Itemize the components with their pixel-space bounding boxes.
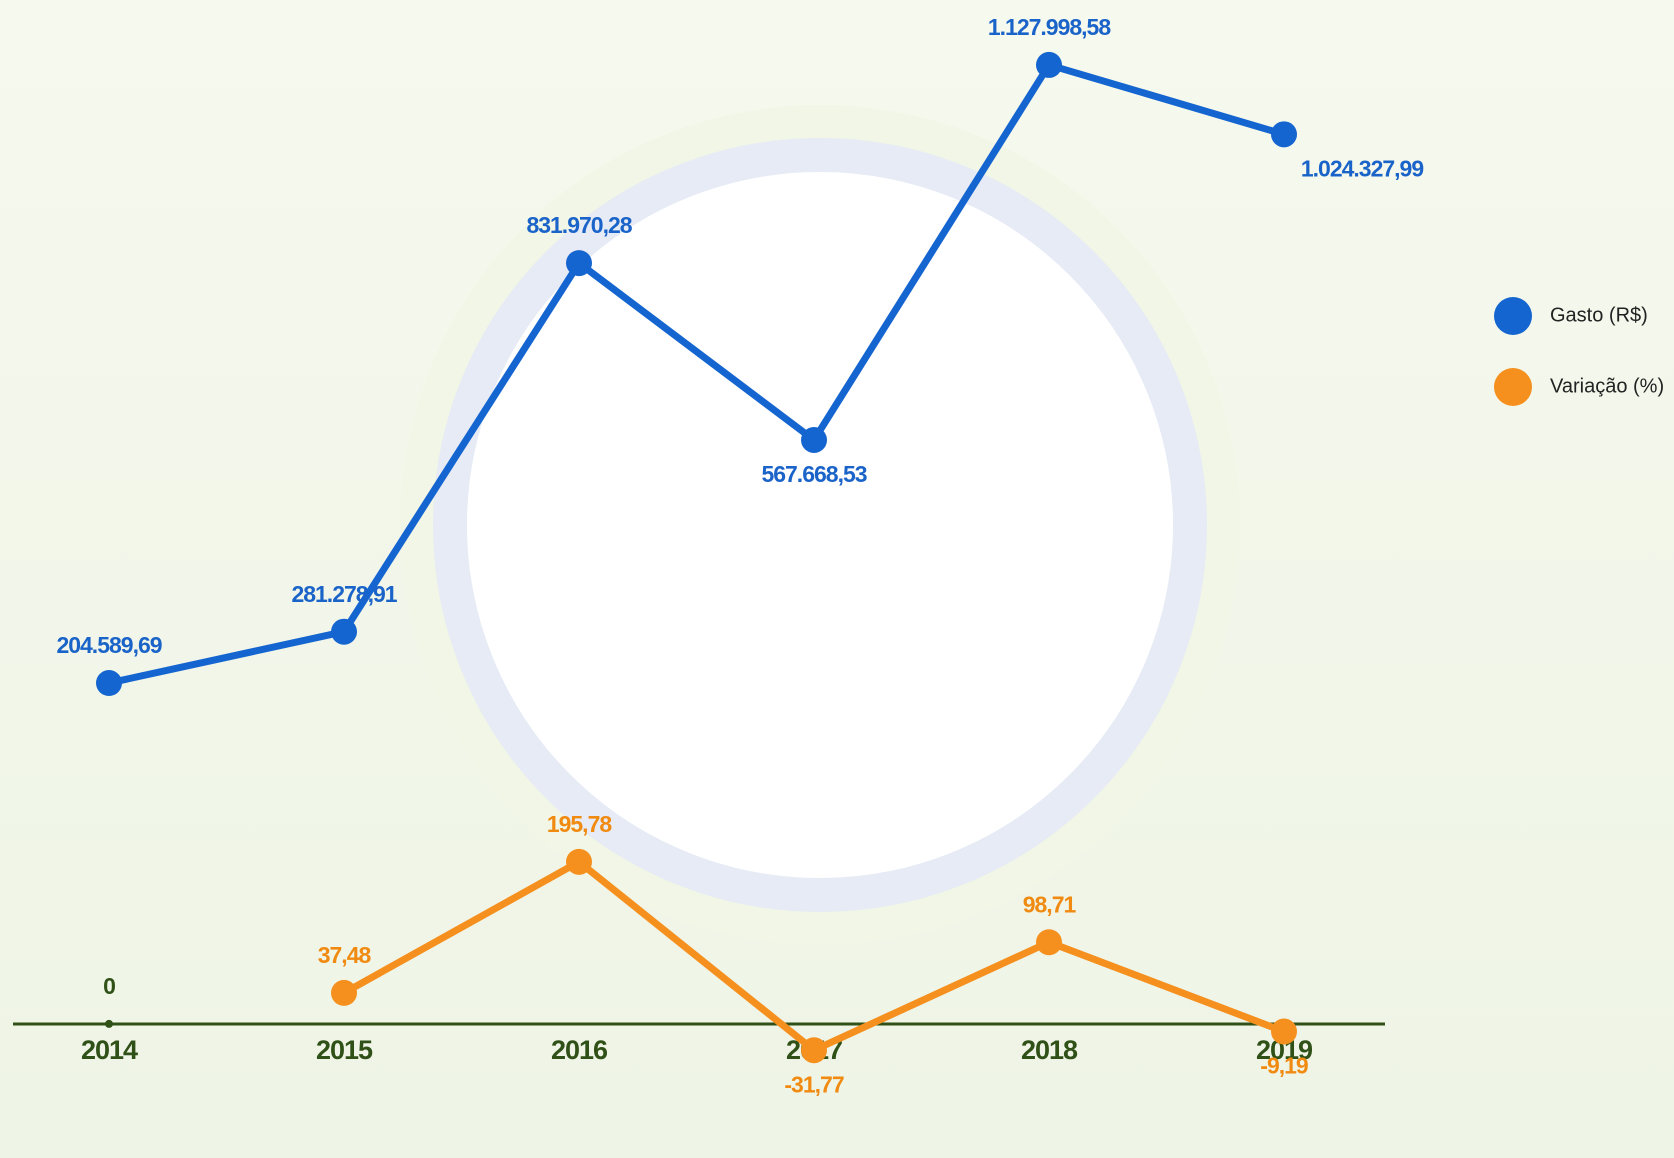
data-label: 98,71 — [1023, 891, 1077, 917]
data-point — [96, 670, 122, 696]
data-point — [566, 849, 592, 875]
x-tick-label: 2014 — [81, 1035, 138, 1065]
legend-marker — [1494, 368, 1532, 406]
data-label: 195,78 — [547, 811, 613, 837]
data-point — [1271, 1019, 1297, 1045]
data-point — [331, 619, 357, 645]
data-point — [566, 250, 592, 276]
data-point — [331, 980, 357, 1006]
chart: 201420152016201720182019204.589,69281.27… — [0, 0, 1674, 1158]
data-point — [1036, 929, 1062, 955]
data-label: 37,48 — [318, 942, 372, 968]
data-label: 281.278,91 — [291, 581, 397, 607]
data-label: -9,19 — [1260, 1053, 1308, 1079]
data-label: 204.589,69 — [56, 632, 161, 658]
data-label: 1.127.998,58 — [988, 14, 1112, 40]
legend-label: Variação (%) — [1550, 375, 1664, 397]
data-point — [1036, 52, 1062, 78]
x-tick-label: 2016 — [551, 1035, 608, 1065]
data-point — [801, 427, 827, 453]
data-label: 567.668,53 — [761, 461, 866, 487]
data-label: 0 — [103, 973, 115, 999]
data-label: 831.970,28 — [526, 212, 632, 238]
decor-ring — [450, 155, 1190, 895]
data-label: 1.024.327,99 — [1301, 155, 1424, 181]
x-tick-label: 2015 — [316, 1035, 373, 1065]
data-label: -31,77 — [784, 1071, 843, 1097]
data-point — [1271, 121, 1297, 147]
x-tick-label: 2018 — [1021, 1035, 1078, 1065]
legend-label: Gasto (R$) — [1550, 304, 1648, 326]
data-point — [801, 1037, 827, 1063]
legend-marker — [1494, 297, 1532, 335]
data-point — [105, 1020, 113, 1028]
